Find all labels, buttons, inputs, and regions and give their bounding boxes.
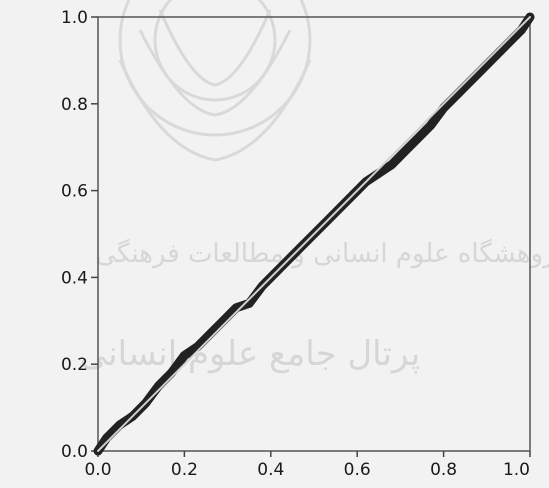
watermark-line2: پرتال جامع علوم انسانی — [80, 334, 420, 374]
y-tick-label: 0.4 — [61, 268, 88, 288]
y-tick-label: 0.8 — [61, 95, 88, 115]
x-tick-label: 0.0 — [84, 460, 111, 480]
y-tick-label: 0.2 — [61, 355, 88, 375]
x-axis: 0.0 0.2 0.4 0.6 0.8 1.0 — [84, 451, 531, 480]
x-tick-label: 0.6 — [344, 460, 371, 480]
x-tick-label: 0.4 — [257, 460, 284, 480]
y-tick-label: 0.6 — [61, 182, 88, 202]
plot-frame — [97, 16, 531, 452]
watermark-line1: پژوهشگاه علوم انسانی و مطالعات فرهنگی — [95, 238, 549, 269]
reference-diagonal-line — [97, 16, 531, 452]
y-tick-label: 0.0 — [61, 442, 88, 462]
y-axis: 0.0 0.2 0.4 0.6 0.8 1.0 — [61, 8, 98, 462]
x-tick-label: 0.8 — [430, 460, 457, 480]
watermark-logo — [118, 0, 312, 162]
x-tick-label: 1.0 — [503, 460, 530, 480]
y-tick-label: 1.0 — [61, 8, 88, 28]
x-tick-label: 0.2 — [171, 460, 198, 480]
series-layer — [93, 12, 535, 456]
